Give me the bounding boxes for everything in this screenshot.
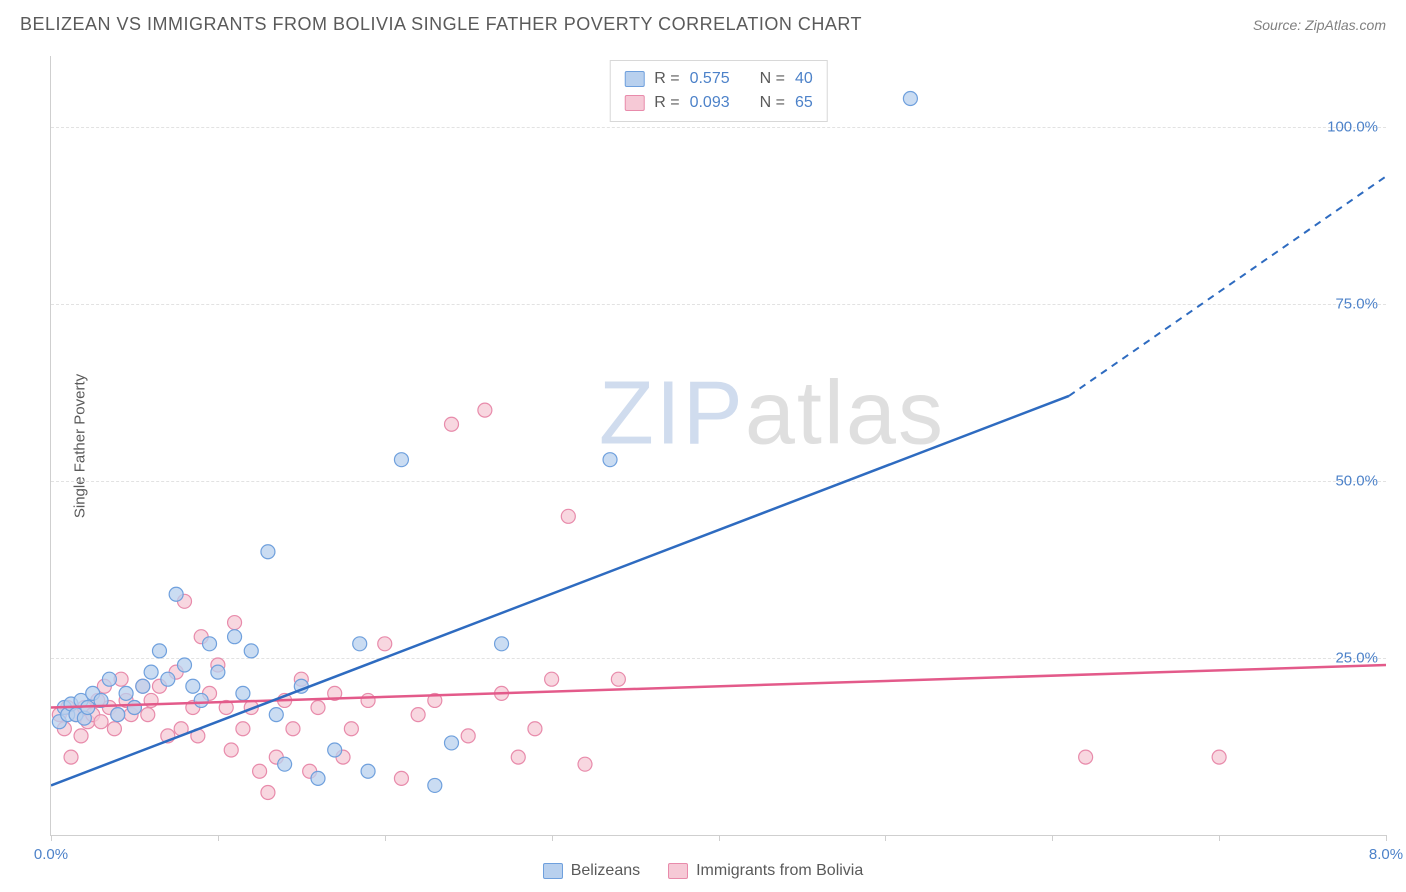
legend-item-belizeans: Belizeans: [543, 862, 640, 880]
x-tick: [552, 835, 553, 841]
x-tick-label-start: 0.0%: [34, 846, 68, 863]
legend-row-belizeans: R = 0.575 N = 40: [624, 67, 813, 91]
r-label: R =: [654, 91, 679, 115]
scatter-plot-svg: [51, 56, 1386, 835]
chart-title: BELIZEAN VS IMMIGRANTS FROM BOLIVIA SING…: [20, 14, 862, 35]
series-legend: Belizeans Immigrants from Bolivia: [0, 862, 1406, 880]
swatch-belizeans: [624, 71, 644, 87]
n-value-bolivia: 65: [795, 91, 813, 115]
chart-header: BELIZEAN VS IMMIGRANTS FROM BOLIVIA SING…: [0, 0, 1406, 45]
series-name-bolivia: Immigrants from Bolivia: [696, 862, 863, 880]
x-tick: [218, 835, 219, 841]
x-tick: [1219, 835, 1220, 841]
n-value-belizeans: 40: [795, 67, 813, 91]
x-tick: [719, 835, 720, 841]
chart-plot-area: ZIPatlas R = 0.575 N = 40 R = 0.093 N = …: [50, 56, 1386, 836]
swatch-bolivia: [668, 863, 688, 879]
r-label: R =: [654, 67, 679, 91]
x-tick: [385, 835, 386, 841]
n-label: N =: [760, 91, 785, 115]
x-tick: [1052, 835, 1053, 841]
correlation-legend: R = 0.575 N = 40 R = 0.093 N = 65: [609, 60, 828, 122]
legend-item-bolivia: Immigrants from Bolivia: [668, 862, 863, 880]
r-value-bolivia: 0.093: [690, 91, 730, 115]
swatch-belizeans: [543, 863, 563, 879]
x-tick: [885, 835, 886, 841]
x-tick: [1386, 835, 1387, 841]
n-label: N =: [760, 67, 785, 91]
swatch-bolivia: [624, 95, 644, 111]
r-value-belizeans: 0.575: [690, 67, 730, 91]
x-tick: [51, 835, 52, 841]
x-tick-label-end: 8.0%: [1369, 846, 1403, 863]
legend-row-bolivia: R = 0.093 N = 65: [624, 91, 813, 115]
source-attribution: Source: ZipAtlas.com: [1253, 17, 1386, 33]
series-name-belizeans: Belizeans: [571, 862, 640, 880]
